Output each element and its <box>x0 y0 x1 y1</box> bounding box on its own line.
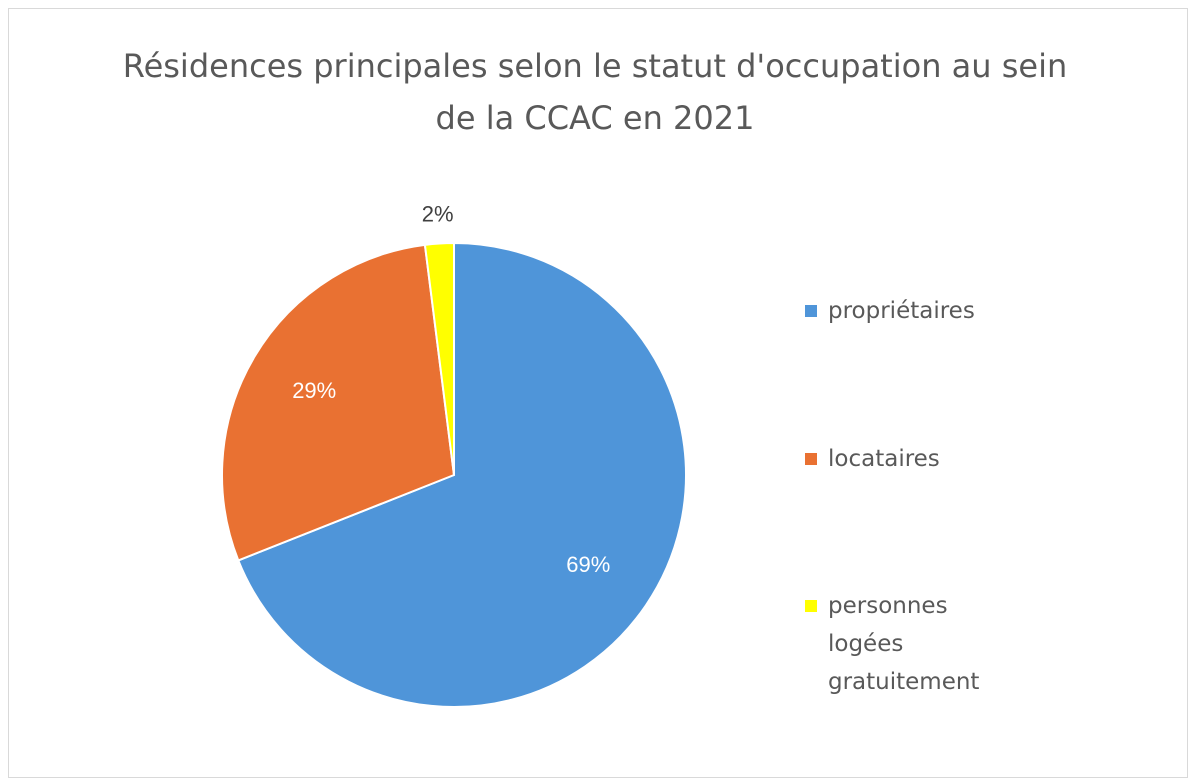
legend-label: locataires <box>828 446 940 472</box>
chart-title: Résidences principales selon le statut d… <box>122 47 1068 137</box>
legend-item: locataires <box>805 440 1028 478</box>
data-label: 69% <box>566 552 610 577</box>
legend-swatch <box>805 453 817 465</box>
data-label: 29% <box>292 378 336 403</box>
data-label: 2% <box>422 201 454 226</box>
pie-slice <box>236 241 687 708</box>
legend-swatch <box>805 600 817 612</box>
legend-label: propriétaires <box>828 298 975 324</box>
pie-slice <box>221 243 456 562</box>
pie-slice <box>423 241 455 476</box>
legend-item: propriétaires <box>805 292 1028 330</box>
legend-swatch <box>805 305 817 317</box>
legend-item: personnes logées gratuitement <box>805 587 1028 701</box>
legend-label: personnes logées gratuitement <box>828 593 980 695</box>
